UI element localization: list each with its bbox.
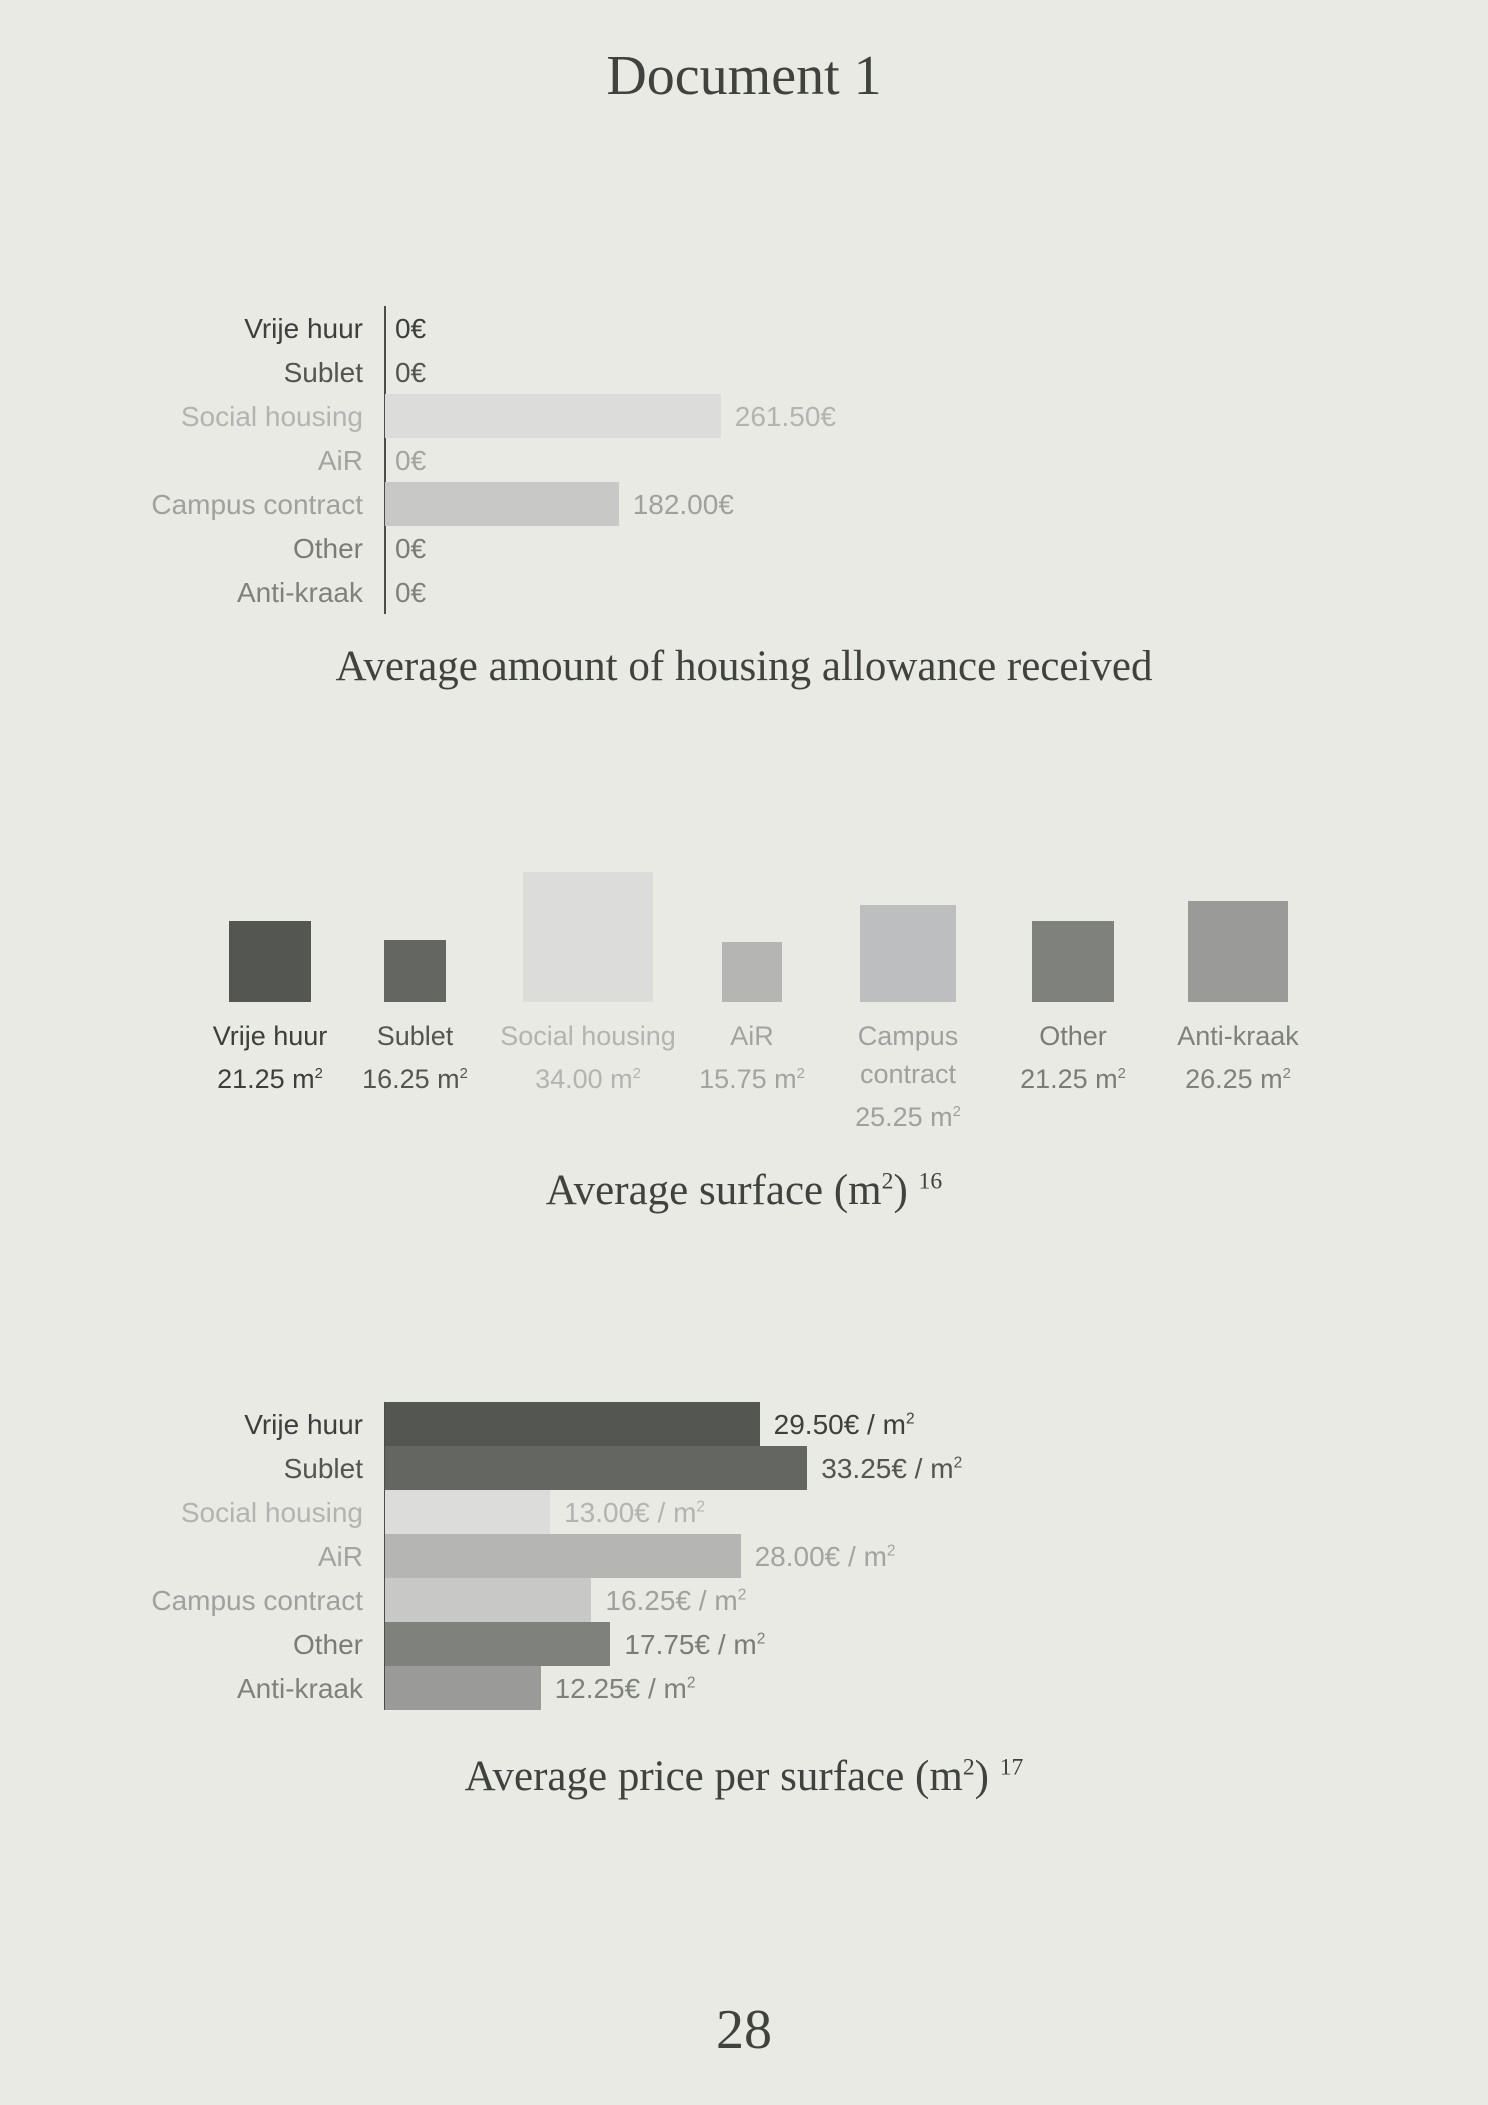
value-label: 17.75€ / m2 bbox=[624, 1629, 766, 1660]
value-label: 182.00€ bbox=[632, 489, 734, 520]
value-label: 13.00€ / m2 bbox=[564, 1497, 705, 1528]
unit-sup: 2 bbox=[632, 1066, 641, 1082]
category-label: Anti-kraak bbox=[1177, 1021, 1299, 1051]
category-label: Vrije huur bbox=[244, 313, 363, 344]
surface-square bbox=[1032, 920, 1114, 1002]
value-label: 26.25 m2 bbox=[1185, 1064, 1291, 1094]
unit-sup: 2 bbox=[905, 1410, 915, 1428]
bar bbox=[385, 1666, 541, 1710]
surface-square bbox=[522, 871, 654, 1002]
surface-square bbox=[1187, 901, 1289, 1002]
category-label: Other bbox=[1039, 1021, 1107, 1051]
value-label: 16.25 m2 bbox=[362, 1064, 468, 1094]
value-label: 16.25€ / m2 bbox=[605, 1585, 747, 1616]
chart-caption-surface: Average surface (m2) 16 bbox=[0, 1166, 1488, 1215]
unit-sup: 2 bbox=[796, 1066, 805, 1082]
bar bbox=[385, 1578, 592, 1622]
caption-title-end: ) bbox=[893, 1167, 908, 1214]
category-label: Other bbox=[292, 533, 363, 564]
bar bbox=[385, 1622, 611, 1666]
unit-sup: 2 bbox=[1282, 1066, 1291, 1082]
unit-sup: 2 bbox=[952, 1104, 961, 1120]
unit-sup: 2 bbox=[1117, 1066, 1126, 1082]
value-label: 0€ bbox=[395, 313, 427, 344]
footnote-ref[interactable]: 17 bbox=[999, 1754, 1024, 1781]
category-label: Vrije huur bbox=[212, 1021, 328, 1051]
unit-sup: 2 bbox=[886, 1542, 896, 1560]
value-label: 0€ bbox=[395, 445, 427, 476]
unit-sup: 2 bbox=[737, 1586, 747, 1604]
caption-title-sup: 2 bbox=[881, 1168, 894, 1195]
category-label: Campus bbox=[857, 1021, 959, 1051]
bar bbox=[385, 1534, 741, 1578]
value-label: 21.25 m2 bbox=[1020, 1064, 1126, 1094]
surface-square bbox=[383, 939, 447, 1002]
category-label: contract bbox=[859, 1059, 957, 1089]
category-label: Anti-kraak bbox=[236, 1673, 363, 1704]
unit-sup: 2 bbox=[314, 1066, 323, 1082]
category-label: Campus contract bbox=[151, 1585, 363, 1616]
value-label: 0€ bbox=[395, 357, 427, 388]
category-label: Social housing bbox=[180, 401, 363, 432]
category-label: Sublet bbox=[376, 1021, 454, 1051]
caption-title-sup: 2 bbox=[962, 1754, 975, 1781]
surface-square bbox=[721, 941, 783, 1002]
category-label: Anti-kraak bbox=[236, 577, 363, 608]
category-label: Social housing bbox=[500, 1021, 676, 1051]
bar bbox=[385, 1490, 551, 1534]
footnote-ref[interactable]: 16 bbox=[918, 1168, 943, 1195]
category-label: Other bbox=[292, 1629, 363, 1660]
chart-caption-allowance: Average amount of housing allowance rece… bbox=[335, 643, 1153, 690]
value-label: 261.50€ bbox=[734, 401, 836, 432]
value-label: 29.50€ / m2 bbox=[773, 1409, 915, 1440]
category-label: Campus contract bbox=[151, 489, 363, 520]
chart-caption-price: Average price per surface (m2) 17 bbox=[0, 1752, 1488, 1801]
value-label: 34.00 m2 bbox=[535, 1064, 641, 1094]
value-label: 28.00€ / m2 bbox=[754, 1541, 896, 1572]
unit-sup: 2 bbox=[696, 1498, 705, 1516]
caption-title: Average price per surface (m2) bbox=[465, 1753, 989, 1800]
value-label: 21.25 m2 bbox=[217, 1064, 323, 1094]
value-label: 0€ bbox=[395, 577, 427, 608]
unit-sup: 2 bbox=[459, 1066, 468, 1082]
axis-line bbox=[384, 306, 386, 614]
category-label: Vrije huur bbox=[244, 1409, 363, 1440]
bar bbox=[385, 482, 619, 526]
category-label: Sublet bbox=[283, 357, 363, 388]
bar bbox=[385, 1402, 760, 1446]
document-title: Document 1 bbox=[606, 45, 882, 107]
category-label: Sublet bbox=[283, 1453, 363, 1484]
unit-sup: 2 bbox=[756, 1630, 766, 1648]
value-label: 0€ bbox=[395, 533, 427, 564]
category-label: AiR bbox=[317, 1541, 363, 1572]
value-label: 12.25€ / m2 bbox=[554, 1673, 696, 1704]
surface-square bbox=[859, 905, 957, 1002]
page-number: 28 bbox=[716, 1999, 772, 2061]
value-label: 33.25€ / m2 bbox=[821, 1453, 963, 1484]
caption-title: Average surface (m2) bbox=[546, 1167, 908, 1214]
bar bbox=[385, 394, 721, 438]
caption-title-main: Average price per surface (m bbox=[464, 1753, 963, 1800]
unit-sup: 2 bbox=[686, 1674, 696, 1692]
unit-sup: 2 bbox=[953, 1454, 963, 1472]
value-label: 15.75 m2 bbox=[699, 1064, 805, 1094]
category-label: AiR bbox=[317, 445, 363, 476]
category-label: AiR bbox=[730, 1021, 774, 1051]
axis-line bbox=[384, 1402, 386, 1710]
value-label: 25.25 m2 bbox=[855, 1102, 961, 1132]
surface-square bbox=[229, 920, 311, 1002]
category-label: Social housing bbox=[180, 1497, 363, 1528]
caption-title-main: Average surface (m bbox=[545, 1167, 882, 1214]
bar bbox=[385, 1446, 808, 1490]
caption-title-end: ) bbox=[974, 1753, 989, 1800]
